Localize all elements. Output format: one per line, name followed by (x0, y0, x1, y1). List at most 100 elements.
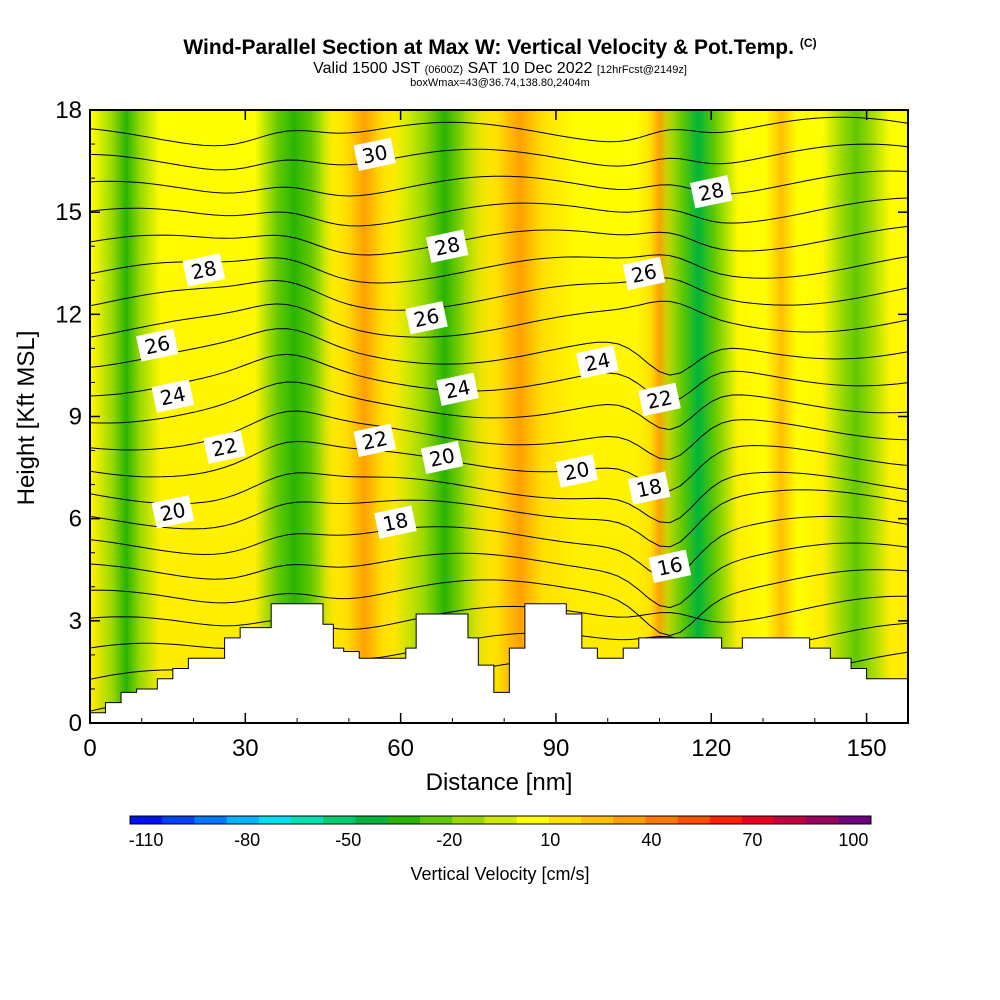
colorbar-swatch (742, 816, 775, 824)
isentrope-line (90, 225, 908, 256)
isentrope-label-box (136, 328, 179, 362)
y-tick-label: 9 (69, 404, 82, 431)
isentrope-line (90, 276, 908, 311)
isentrope-label-text: 18 (634, 474, 664, 503)
isentrope-label-box (638, 382, 681, 417)
isentrope-label: 20 (420, 440, 464, 475)
isentrope-label-box (405, 301, 448, 335)
colorbar-title: Vertical Velocity [cm/s] (410, 864, 589, 884)
isentrope-label-box (374, 505, 417, 539)
isentrope-label-text: 26 (629, 259, 659, 288)
colorbar-tick-label: -50 (335, 830, 361, 850)
x-tick-label: 150 (847, 735, 887, 762)
colorbar-swatch (226, 816, 260, 824)
isentrope-label-text: 22 (360, 426, 390, 455)
chart-title: Wind-Parallel Section at Max W: Vertical… (0, 36, 1000, 60)
velocity-band (658, 110, 739, 723)
colorbar-swatch (291, 816, 324, 824)
colorbar-swatch (548, 816, 582, 824)
colorbar-swatch (452, 816, 485, 824)
terrain (90, 603, 908, 723)
y-tick-label: 18 (55, 97, 82, 124)
isentrope-label-box (576, 345, 619, 379)
plot-area (90, 110, 908, 723)
valid-zulu: (0600Z) (424, 64, 464, 76)
colorbar-swatch (838, 816, 872, 824)
colorbar-swatch (194, 816, 228, 824)
isentrope-label: 22 (353, 423, 397, 458)
isentrope-label-box (436, 372, 479, 406)
colorbar-swatch (258, 816, 292, 824)
colorbar-tick-label: 100 (838, 830, 868, 850)
isentrope-label-box (622, 256, 666, 291)
isentrope-label: 24 (151, 379, 195, 413)
colorbar-swatch (709, 816, 743, 824)
isentrope-label-box (353, 423, 397, 458)
x-tick-label: 90 (543, 735, 570, 762)
isentrope-label: 16 (648, 549, 692, 584)
isentrope-line (90, 542, 908, 609)
isentrope-label: 26 (405, 301, 448, 335)
isentrope-line (90, 381, 908, 431)
isentrope-label-text: 20 (427, 443, 457, 472)
isentrope-label: 24 (576, 345, 619, 379)
chart-subtitle: Valid 1500 JST (0600Z) SAT 10 Dec 2022 [… (0, 60, 1000, 78)
isentrope-line (90, 471, 908, 524)
isentrope-label-box (425, 229, 469, 263)
y-tick-label: 6 (69, 506, 82, 533)
isentrope-label-text: 22 (210, 433, 240, 462)
isentrope-label-text: 24 (582, 348, 612, 377)
colorbar-swatch (645, 816, 679, 824)
isentrope-line (90, 170, 908, 197)
colorbar-swatch (419, 816, 453, 824)
valid-time: Valid 1500 JST (313, 60, 421, 77)
isentrope-label: 24 (436, 372, 479, 406)
y-tick-label: 3 (69, 608, 82, 635)
isentrope-label-text: 24 (443, 375, 473, 404)
isentrope-label: 18 (627, 471, 671, 505)
isentrope-line (90, 440, 908, 492)
isentrope-label: 26 (622, 256, 666, 291)
isentrope-label-text: 24 (158, 382, 188, 411)
colorbar-swatch (516, 816, 550, 824)
isentrope-label-box (353, 137, 397, 171)
isentrope-label: 28 (689, 175, 733, 209)
isentrope-line (90, 515, 908, 579)
isentrope-label-box (151, 495, 195, 529)
isentrope-label: 20 (151, 495, 195, 529)
isentrope-label-text: 22 (645, 385, 675, 414)
isentrope-line (90, 353, 908, 402)
axes: 0 30 60 90 120 150 0 3 6 9 12 15 18 (55, 97, 908, 762)
isentrope-label: 28 (182, 253, 226, 287)
colorbar-swatch (162, 816, 195, 824)
isentrope-labels: 30 28 28 28 26 26 26 24 24 24 22 22 22 20 20 20 18 18 16 (136, 137, 733, 584)
isentrope-label: 28 (425, 229, 469, 263)
colorbar-tick-label: -110 (129, 830, 164, 850)
isentrope-label-text: 18 (381, 508, 411, 537)
colorbar-swatch (355, 816, 389, 824)
forecast-info: [12hrFcst@2149z] (596, 64, 687, 76)
isentrope-line (90, 254, 908, 284)
isentrope-label-text: 20 (562, 457, 592, 486)
colorbar-swatch (484, 816, 518, 824)
isentrope-label-box (182, 253, 226, 287)
y-axis-title: Height [Kft MSL] (13, 331, 40, 506)
colorbar-swatch (323, 816, 357, 824)
colorbar: -110 -80 -50 -20 10 40 70 100 (129, 815, 872, 850)
isentrope-label: 26 (136, 328, 179, 362)
isentrope-label-text: 16 (655, 552, 685, 581)
velocity-band (92, 110, 161, 723)
y-tick-label: 12 (55, 301, 82, 328)
isentrope-label: 20 (555, 454, 598, 488)
x-axis-title: Distance [nm] (426, 769, 573, 796)
y-tick-label: 0 (69, 710, 82, 737)
colorbar-swatch (581, 816, 614, 824)
isentrope-label-box (689, 175, 733, 209)
x-tick-label: 30 (232, 735, 259, 762)
colorbar-swatch (677, 816, 711, 824)
isentrope-label-text: 30 (360, 140, 390, 169)
x-tick-label: 120 (691, 735, 731, 762)
velocity-band (741, 110, 822, 723)
colorbar-swatch (387, 816, 421, 824)
